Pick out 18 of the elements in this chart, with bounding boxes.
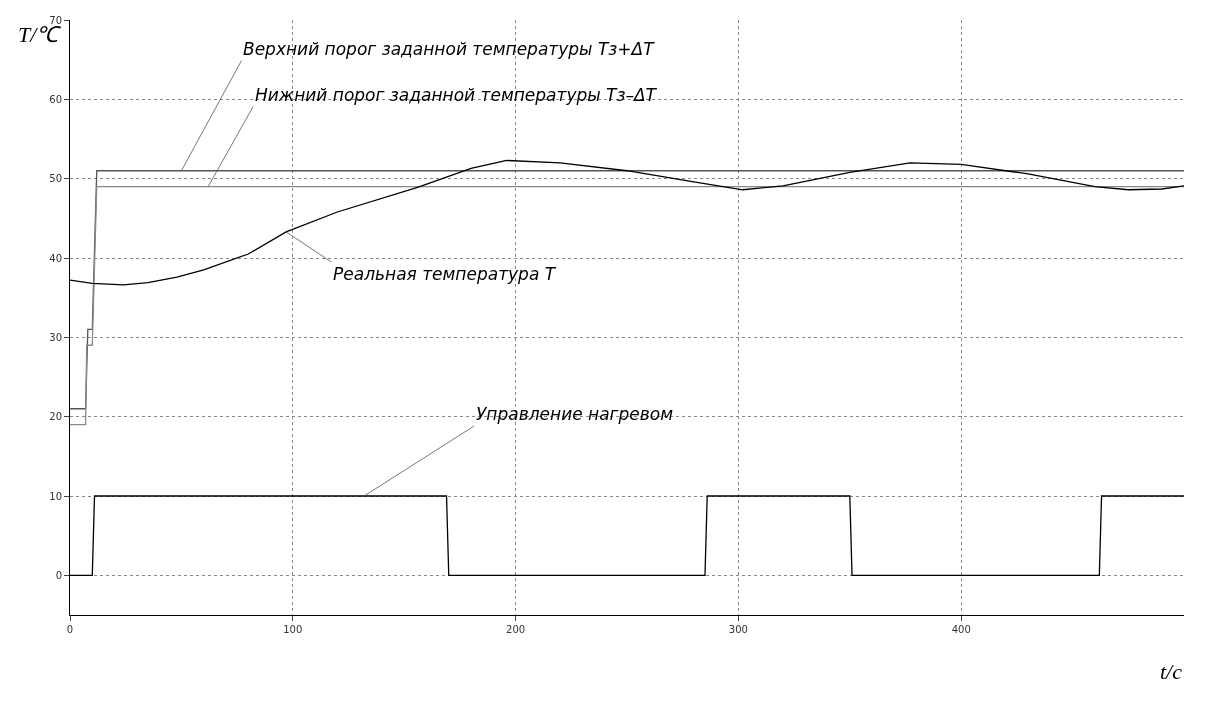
- y-tick-label: 0: [55, 569, 62, 581]
- y-tick-label: 50: [49, 173, 62, 185]
- x-tick-label: 400: [951, 624, 971, 635]
- x-tick-label: 200: [506, 624, 526, 635]
- x-tick-label: 0: [66, 624, 74, 635]
- y-tick-label: 20: [49, 411, 62, 423]
- annotation: Верхний порог заданной температуры Tз+ΔT: [243, 39, 656, 59]
- x-axis-title: t/c: [1160, 659, 1183, 684]
- x-tick-label: 100: [283, 624, 303, 635]
- annotation: Реальная температура T: [333, 264, 557, 284]
- x-tick-label: 300: [728, 624, 748, 635]
- y-tick-label: 40: [49, 252, 62, 264]
- annotation: Нижний порог заданной температуры Tз–ΔT: [255, 85, 658, 105]
- y-tick-label: 10: [49, 490, 62, 502]
- y-tick-label: 30: [49, 331, 62, 343]
- annotation: Управление нагревом: [476, 404, 674, 424]
- y-tick-label: 70: [49, 14, 62, 26]
- y-tick-label: 60: [49, 93, 62, 105]
